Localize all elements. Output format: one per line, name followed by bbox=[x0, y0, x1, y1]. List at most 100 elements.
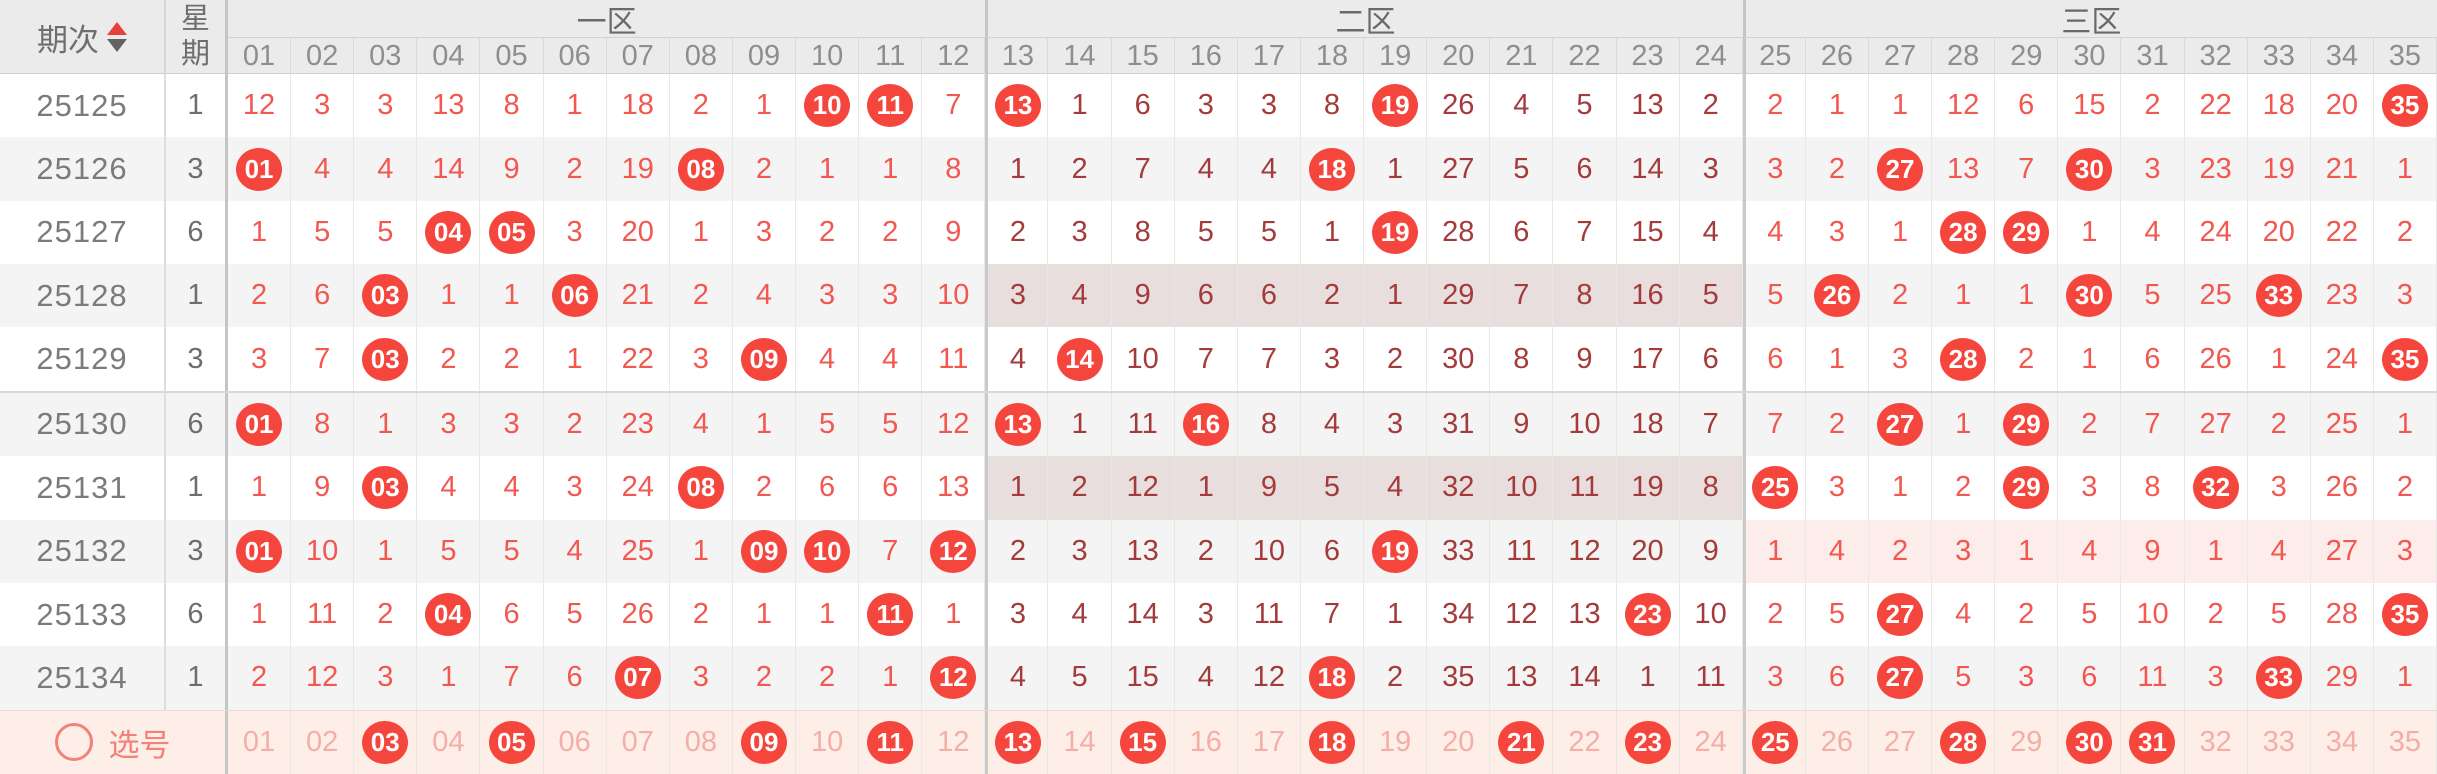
miss-count: 6 bbox=[2018, 89, 2035, 122]
number-cell[interactable]: 18 bbox=[1301, 710, 1365, 774]
miss-count: 4 bbox=[1260, 152, 1277, 185]
number-cell[interactable]: 21 bbox=[1490, 710, 1554, 774]
miss-count: 11 bbox=[2137, 661, 2168, 694]
miss-count: 2 bbox=[2207, 598, 2224, 631]
number-cell: 7 bbox=[1301, 582, 1365, 647]
miss-count: 5 bbox=[566, 598, 583, 631]
number-cell[interactable]: 10 bbox=[796, 710, 860, 774]
number-cell[interactable]: 28 bbox=[1932, 710, 1996, 774]
number-cell[interactable]: 24 bbox=[1680, 710, 1743, 774]
number-cell[interactable]: 15 bbox=[1112, 710, 1175, 774]
number-cell: 7 bbox=[1490, 264, 1554, 328]
number-cell[interactable]: 13 bbox=[985, 710, 1049, 774]
miss-count: 7 bbox=[945, 89, 962, 122]
miss-count: 5 bbox=[1576, 89, 1593, 122]
number-cell[interactable]: 20 bbox=[1427, 710, 1491, 774]
number-cell[interactable]: 16 bbox=[1175, 710, 1238, 774]
miss-count: 16 bbox=[1631, 279, 1664, 312]
number-cell: 26 bbox=[2311, 456, 2374, 520]
number-cell: 5 bbox=[1679, 264, 1743, 328]
number-cell[interactable]: 07 bbox=[607, 710, 670, 774]
miss-count: 14 bbox=[1568, 661, 1601, 694]
miss-count: 1 bbox=[755, 598, 773, 631]
number-cell[interactable]: 32 bbox=[2185, 710, 2248, 774]
period-row-25130: 25130 6 01 8 1 3 3 2 23 4 1 5 5 12 13 1 11 16 8 4 3 31 9 10 18 7 7… bbox=[0, 390, 2437, 457]
number-cell[interactable]: 09 bbox=[733, 710, 797, 774]
number-cell[interactable]: 02 bbox=[291, 710, 355, 774]
miss-count: 2 bbox=[503, 342, 520, 375]
number-cell: 1 bbox=[1806, 74, 1869, 138]
column-header-11: 11 bbox=[859, 38, 923, 74]
number-cell[interactable]: 26 bbox=[1806, 710, 1869, 774]
number-cell: 3 bbox=[985, 582, 1049, 647]
drawn-ball: 28 bbox=[1940, 337, 1987, 381]
period-column-header[interactable]: 期次 bbox=[0, 0, 166, 74]
miss-count: 1 bbox=[1071, 89, 1088, 122]
miss-count: 1 bbox=[1387, 279, 1404, 312]
miss-count: 3 bbox=[1828, 471, 1845, 504]
number-cell[interactable]: 29 bbox=[1995, 710, 2059, 774]
number-cell[interactable]: 22 bbox=[1553, 710, 1617, 774]
miss-count: 4 bbox=[1387, 471, 1404, 504]
number-cell[interactable]: 35 bbox=[2374, 710, 2437, 774]
number-cell: 14 bbox=[1617, 137, 1680, 201]
number-cell[interactable]: 17 bbox=[1238, 710, 1301, 774]
number-cell[interactable]: 19 bbox=[1364, 710, 1428, 774]
number-cell[interactable]: 08 bbox=[670, 710, 733, 774]
number-cell[interactable]: 30 bbox=[2058, 710, 2122, 774]
miss-count: 3 bbox=[1387, 407, 1404, 440]
number-cell[interactable]: 25 bbox=[1742, 710, 1806, 774]
miss-count: 12 bbox=[1126, 471, 1159, 504]
number-cell: 10 bbox=[922, 264, 986, 328]
miss-count: 5 bbox=[503, 534, 520, 567]
miss-count: 29 bbox=[1442, 279, 1475, 312]
miss-count: 3 bbox=[2396, 534, 2413, 567]
number-cell: 7 bbox=[1553, 200, 1617, 265]
number-cell[interactable]: 14 bbox=[1048, 710, 1112, 774]
miss-count: 3 bbox=[1071, 215, 1088, 248]
number-cell[interactable]: 31 bbox=[2121, 710, 2185, 774]
miss-count: 5 bbox=[377, 215, 394, 248]
number-cell: 9 bbox=[922, 200, 986, 265]
miss-count: 1 bbox=[1891, 89, 1909, 122]
drawn-ball: 05 bbox=[488, 210, 535, 254]
number-cell[interactable]: 27 bbox=[1869, 710, 1933, 774]
selectable-number: 26 bbox=[1820, 725, 1854, 758]
number-cell[interactable]: 06 bbox=[544, 710, 607, 774]
miss-count: 2 bbox=[440, 342, 457, 375]
number-cell[interactable]: 11 bbox=[859, 710, 923, 774]
miss-count: 1 bbox=[377, 407, 394, 440]
number-cell: 01 bbox=[228, 519, 292, 583]
number-cell[interactable]: 04 bbox=[417, 710, 481, 774]
miss-count: 3 bbox=[2396, 279, 2413, 312]
miss-count: 3 bbox=[440, 407, 457, 440]
number-cell: 29 bbox=[1995, 200, 2059, 265]
drawn-ball: 32 bbox=[2192, 466, 2239, 510]
number-cell[interactable]: 23 bbox=[1617, 710, 1680, 774]
drawn-ball: 30 bbox=[2066, 147, 2113, 191]
number-cell: 14 bbox=[1112, 582, 1175, 647]
miss-count: 1 bbox=[2270, 342, 2287, 375]
column-header-06: 06 bbox=[544, 38, 607, 74]
number-cell[interactable]: 05 bbox=[480, 710, 544, 774]
sort-icon[interactable] bbox=[107, 22, 127, 52]
number-cell[interactable]: 03 bbox=[354, 710, 418, 774]
selectable-number: 14 bbox=[1063, 725, 1096, 758]
selectable-number: 01 bbox=[242, 725, 276, 758]
selectable-number: 22 bbox=[1568, 725, 1601, 758]
period-cell: 25131 bbox=[0, 456, 166, 520]
number-cell: 10 bbox=[796, 74, 860, 138]
miss-count: 2 bbox=[755, 471, 773, 504]
number-cell: 3 bbox=[1742, 646, 1806, 710]
number-cell: 3 bbox=[1995, 646, 2059, 710]
number-cell[interactable]: 33 bbox=[2248, 710, 2311, 774]
miss-count: 5 bbox=[819, 407, 836, 440]
number-cell[interactable]: 01 bbox=[228, 710, 292, 774]
number-cell[interactable]: 12 bbox=[922, 710, 986, 774]
number-cell[interactable]: 34 bbox=[2311, 710, 2374, 774]
number-cell: 28 bbox=[1427, 200, 1491, 265]
miss-count: 2 bbox=[1828, 152, 1845, 185]
miss-count: 35 bbox=[1442, 661, 1475, 694]
number-cell: 2 bbox=[985, 200, 1049, 265]
miss-count: 3 bbox=[692, 661, 709, 694]
